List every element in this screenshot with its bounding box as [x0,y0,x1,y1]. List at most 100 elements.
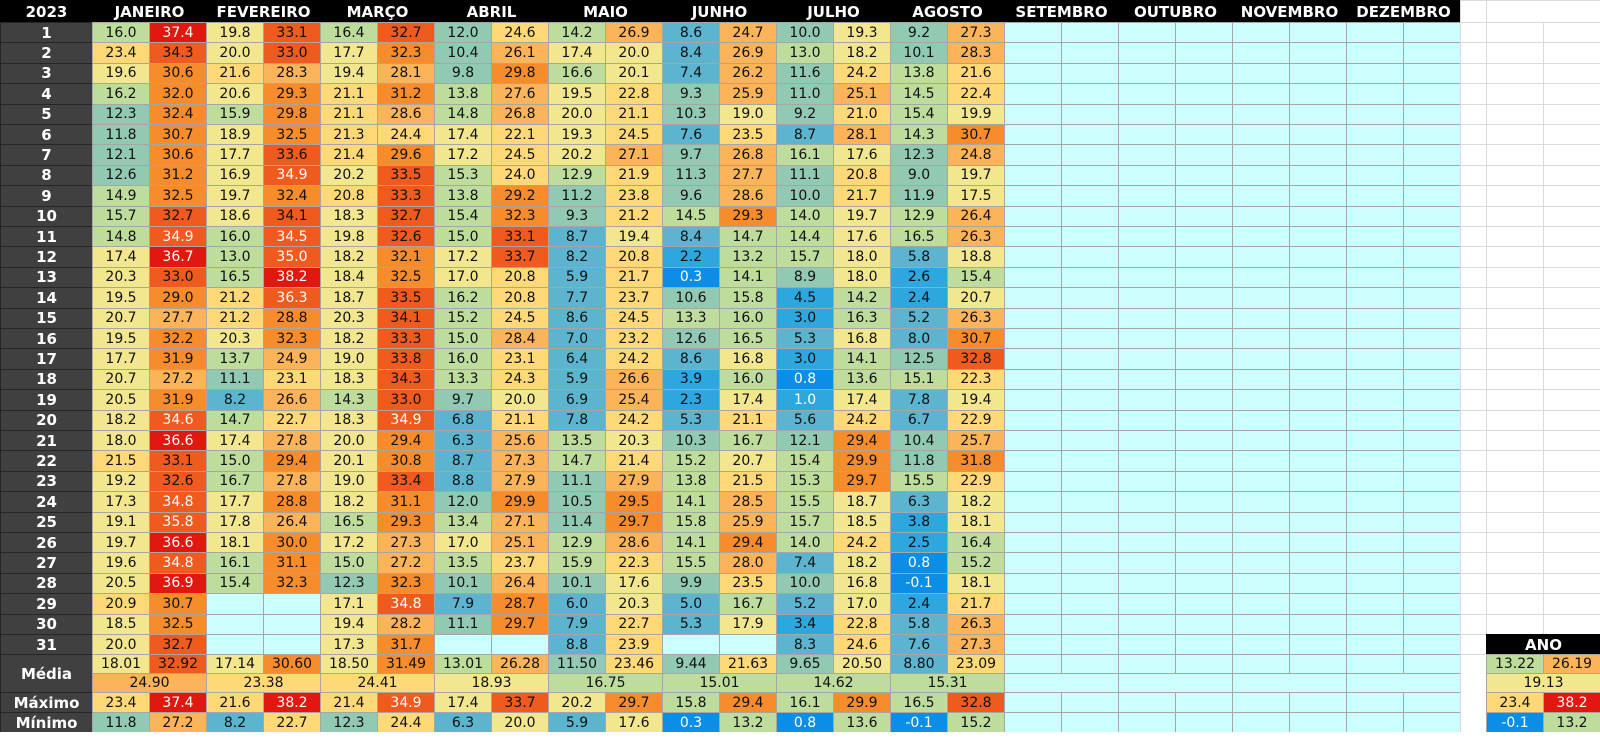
min-temp-cell[interactable]: 16.2 [434,287,492,309]
min-temp-cell[interactable]: 20.9 [92,593,150,615]
empty-cell[interactable] [1175,450,1233,472]
max-temp-cell[interactable]: 29.3 [377,511,435,533]
empty-cell[interactable] [662,634,720,656]
max-temp-cell[interactable]: 28.8 [263,491,321,513]
max-temp-cell[interactable]: 27.8 [263,430,321,452]
empty-cell[interactable] [1175,103,1233,125]
empty-cell[interactable] [1004,124,1062,146]
min-temp-cell[interactable]: 17.3 [320,634,378,656]
empty-cell[interactable] [1403,144,1461,166]
empty-cell[interactable] [719,634,777,656]
max-temp-cell[interactable]: 34.6 [149,409,207,431]
max-temp-cell[interactable]: 20.1 [605,62,663,85]
max-temp-cell[interactable]: 25.4 [605,389,663,411]
max-temp-cell[interactable]: 16.8 [833,328,891,350]
max-temp-cell[interactable]: 17.4 [833,389,891,411]
min-temp-cell[interactable]: 17.8 [206,511,264,533]
max-temp-cell[interactable]: 34.3 [377,368,435,391]
empty-cell[interactable] [1403,613,1461,635]
max-temp-cell[interactable]: 37.4 [149,22,207,44]
min-temp-cell[interactable]: 20.7 [92,368,150,391]
min-temp-cell[interactable]: 16.4 [320,22,378,44]
empty-cell[interactable] [1118,185,1176,207]
max-temp-cell[interactable]: 16.5 [719,328,777,350]
max-temp-cell[interactable]: 19.4 [947,389,1005,411]
empty-cell[interactable] [1403,593,1461,615]
min-temp-cell[interactable]: 4.5 [776,287,834,309]
empty-cell[interactable] [1346,552,1404,574]
empty-cell[interactable] [1118,430,1176,452]
empty-cell[interactable] [1175,712,1233,734]
max-temp-cell[interactable]: 14.7 [719,226,777,248]
empty-cell[interactable] [1061,654,1119,675]
max-temp-cell[interactable]: 28.8 [263,307,321,329]
max-temp-cell[interactable]: 34.9 [377,409,435,431]
min-temp-cell[interactable]: 1.0 [776,389,834,411]
min-temp-cell[interactable]: 18.4 [320,266,378,289]
empty-cell[interactable] [1289,552,1347,574]
empty-cell[interactable] [1232,246,1290,268]
empty-cell[interactable] [1061,613,1119,635]
max-temp-cell[interactable]: 20.7 [947,287,1005,309]
min-temp-cell[interactable]: 5.2 [776,593,834,615]
min-temp-cell[interactable]: 16.7 [206,470,264,493]
min-temp-cell[interactable]: 14.3 [890,124,948,146]
max-temp-cell[interactable]: 32.7 [149,634,207,656]
max-temp-cell[interactable]: 31.7 [377,634,435,656]
min-temp-cell[interactable]: 9.0 [890,164,948,187]
min-temp-cell[interactable]: 20.2 [548,144,606,166]
max-temp-cell[interactable]: 21.7 [947,593,1005,615]
min-temp-cell[interactable]: 7.4 [662,62,720,85]
empty-cell[interactable] [1346,42,1404,64]
max-temp-cell[interactable]: 33.1 [149,450,207,472]
max-temp-cell[interactable]: 32.4 [149,103,207,125]
max-temp-cell[interactable]: 21.5 [719,470,777,493]
max-temp-cell[interactable]: 32.5 [377,266,435,289]
empty-cell[interactable] [1289,103,1347,125]
min-temp-cell[interactable]: 12.9 [548,164,606,187]
empty-cell[interactable] [1004,613,1062,635]
max-temp-cell[interactable]: 22.3 [947,368,1005,391]
max-temp-cell[interactable]: 17.4 [719,389,777,411]
empty-cell[interactable] [1175,368,1233,391]
empty-cell[interactable] [1346,246,1404,268]
min-temp-cell[interactable]: 13.8 [662,470,720,493]
empty-cell[interactable] [1289,712,1347,734]
empty-cell[interactable] [1346,22,1404,44]
min-temp-cell[interactable]: 14.0 [776,532,834,554]
min-temp-cell[interactable]: 10.0 [776,22,834,44]
max-temp-cell[interactable]: 29.6 [377,144,435,166]
empty-cell[interactable] [1061,511,1119,533]
empty-cell[interactable] [206,593,264,615]
min-temp-cell[interactable]: 11.2 [548,185,606,207]
min-temp-cell[interactable]: 20.0 [548,103,606,125]
max-temp-cell[interactable]: 21.6 [947,62,1005,85]
min-temp-cell[interactable]: 15.2 [434,307,492,329]
empty-cell[interactable] [1346,712,1404,734]
empty-cell[interactable] [1175,124,1233,146]
empty-cell[interactable] [1004,348,1062,370]
max-temp-cell[interactable]: 20.8 [605,246,663,268]
max-temp-cell[interactable]: 34.3 [149,42,207,64]
max-temp-cell[interactable]: 33.7 [491,246,549,268]
min-temp-cell[interactable]: 17.2 [434,144,492,166]
empty-cell[interactable] [1118,552,1176,574]
min-temp-cell[interactable]: 15.0 [320,552,378,574]
empty-cell[interactable] [1118,692,1176,714]
empty-cell[interactable] [1232,103,1290,125]
empty-cell[interactable] [1403,470,1461,493]
max-temp-cell[interactable]: 35.0 [263,246,321,268]
max-temp-cell[interactable]: 22.8 [605,83,663,105]
empty-cell[interactable] [1061,634,1119,656]
empty-cell[interactable] [1175,307,1233,329]
max-temp-cell[interactable]: 29.9 [833,450,891,472]
max-temp-cell[interactable]: 17.5 [947,185,1005,207]
max-temp-cell[interactable]: 33.5 [377,164,435,187]
min-temp-cell[interactable]: 16.5 [890,226,948,248]
empty-cell[interactable] [1175,42,1233,64]
min-temp-cell[interactable]: 20.3 [206,328,264,350]
empty-cell[interactable] [1175,83,1233,105]
min-temp-cell[interactable]: 18.1 [206,532,264,554]
max-temp-cell[interactable]: 32.0 [149,83,207,105]
max-temp-cell[interactable]: 24.4 [377,124,435,146]
